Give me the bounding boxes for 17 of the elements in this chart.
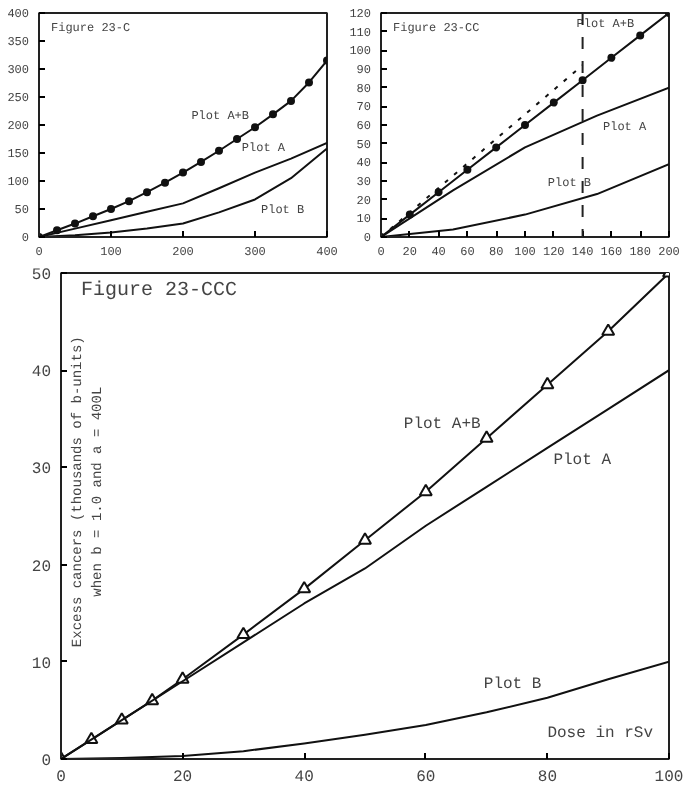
x-tick-label: 40 xyxy=(294,769,315,786)
y-tick-label: 50 xyxy=(31,267,52,285)
x-tick-label: 60 xyxy=(416,769,436,786)
y-tick-label: 40 xyxy=(31,364,52,383)
y-tick-label: 30 xyxy=(31,461,52,480)
y-tick-label: 0 xyxy=(41,753,52,771)
annotation: Dose in rSv xyxy=(547,725,654,743)
y-tick-label: 20 xyxy=(31,558,52,577)
series-label: Plot A+B xyxy=(403,416,481,435)
y-tick-label: 10 xyxy=(31,655,52,674)
x-tick-label: 100 xyxy=(654,769,684,786)
chart-title: Figure 23-CCC xyxy=(81,279,238,303)
x-tick-label: 80 xyxy=(537,769,558,786)
x-tick-label: 20 xyxy=(173,769,193,786)
x-tick-label: 0 xyxy=(56,769,67,786)
series-label: Plot B xyxy=(483,675,542,694)
series-label: Plot A xyxy=(553,451,612,470)
